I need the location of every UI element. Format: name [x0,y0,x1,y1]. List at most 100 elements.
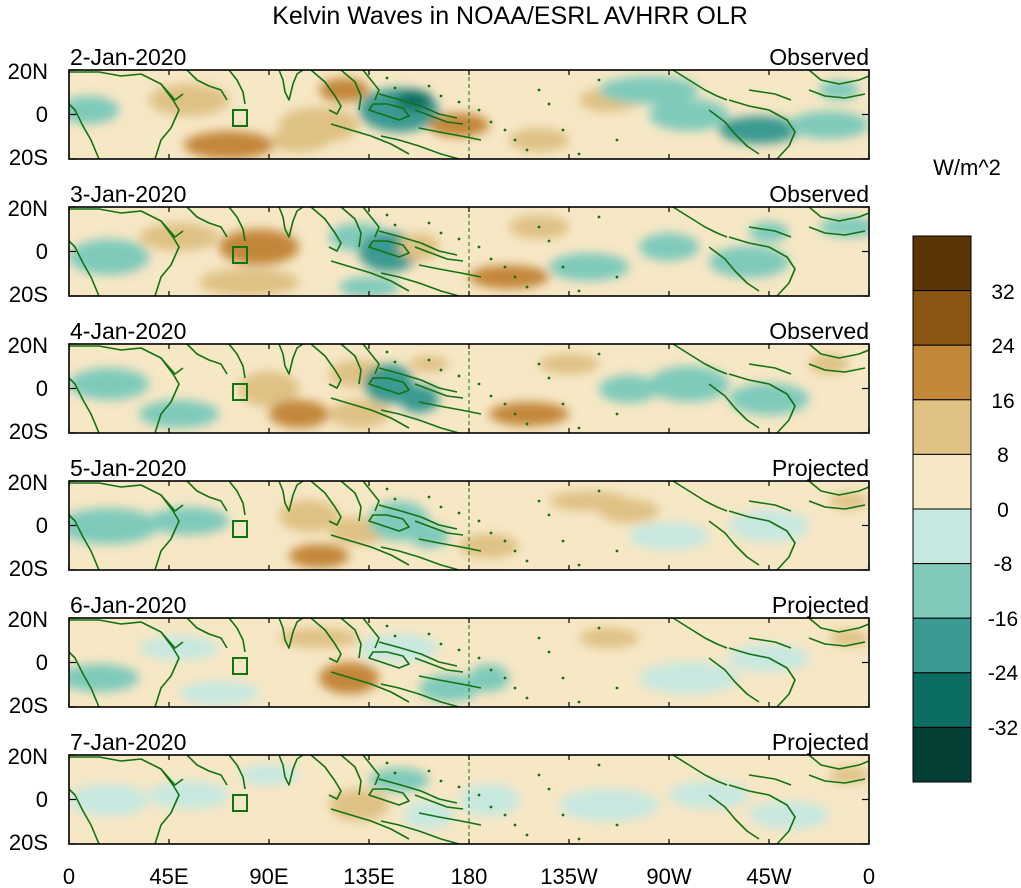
coastline-segment [418,675,482,689]
longitude-axis: 0 45E 90E 135E 180 135W 90W 45W 0 [63,864,875,888]
island-dot [525,285,529,289]
panel-date-label: 4-Jan-2020 [70,318,186,344]
anomaly-blob [279,628,359,648]
coastline-segment [186,618,228,649]
coastlines [69,755,869,844]
island-dot [489,120,493,124]
island-dot [385,487,389,491]
olr-anomaly-field [69,215,869,296]
anomaly-blob [559,789,659,821]
coastline-segment [310,207,342,252]
panel-date-label: 3-Jan-2020 [70,181,186,207]
coastline-segment [808,226,866,236]
coastline-segment [808,70,869,85]
panel-status-label: Projected [772,729,869,755]
panel-date-label: 6-Jan-2020 [70,592,186,618]
coastline-segment [160,357,184,375]
coastline-segment [748,363,792,375]
anomaly-blob [149,781,229,809]
island-dot [577,152,581,156]
colorbar-tick-m16: -16 [988,608,1018,631]
anomaly-blob [184,131,274,159]
anomaly-blob [69,239,149,275]
coastline-segment [330,397,410,429]
anomaly-blob [459,784,519,816]
panel-status-label: Projected [772,455,869,481]
anomaly-blob [639,662,739,694]
coastline-segment [69,788,100,844]
olr-anomaly-field [69,491,869,568]
island-dot [439,505,443,509]
coastline-segment [278,344,304,375]
island-dot [503,128,507,132]
coastlines [69,481,869,570]
colorbar-tick-m32: -32 [988,717,1018,740]
island-dot [457,100,461,104]
island-dot [439,368,443,372]
lat-tick-equator: 0 [36,102,48,127]
colorbar-bin [912,726,972,783]
island-dot [547,787,551,791]
coastlines [69,344,869,433]
coastline-segment [378,641,458,667]
island-dot [537,773,541,777]
coastline-segment [418,127,482,141]
island-dot [385,213,389,217]
coastline-segment [310,70,342,115]
anomaly-blob [809,354,849,374]
colorbar-bin [912,508,972,565]
lat-tick-north: 20N [8,470,48,495]
axis-ticks [68,480,870,571]
reference-box [232,794,248,812]
island-dot [489,805,493,809]
island-dot [537,499,541,503]
coastline-segment [418,538,482,552]
island-dot [393,86,397,90]
coastline-segment [708,794,760,840]
island-dot [525,422,529,426]
coastline-segment [362,755,380,786]
coastlines [69,618,869,707]
island-dot [457,374,461,378]
island-dot [577,700,581,704]
coastline-segment [378,367,458,393]
coastline-segment [748,637,792,649]
anomaly-blob [269,400,329,428]
coastline-segment [278,618,304,649]
coastline-segment [414,109,464,125]
coastline-segment [808,755,869,770]
island-dot [615,686,619,690]
anomaly-blob [219,229,299,265]
coastline-segment [672,618,728,649]
anomaly-blob [599,375,659,403]
coastline-segment [186,70,228,101]
island-dot [597,489,601,493]
island-dot [513,275,517,279]
lat-tick-north: 20N [8,59,48,84]
island-dot [393,634,397,638]
coastline-segment [340,344,362,385]
panel-status-label: Observed [769,44,869,70]
panel-date-label: 7-Jan-2020 [70,729,186,755]
island-dot [489,394,493,398]
anomaly-blob [369,768,429,792]
lat-tick-equator: 0 [36,787,48,812]
coastline-segment [418,812,482,826]
coastline-segment [418,401,482,415]
island-dot [457,785,461,789]
island-dot [597,215,601,219]
coastline-segment [672,207,728,238]
anomaly-blob [139,636,219,660]
island-dot [547,513,551,517]
coastline-segment [368,240,410,258]
coastline-segment [228,481,246,516]
colorbar-tick-m8: -8 [994,553,1013,576]
lat-tick-equator: 0 [36,376,48,401]
anomaly-blob [199,268,299,296]
reference-box [232,383,248,401]
anomaly-blob [579,628,639,648]
island-dot [577,563,581,567]
coastline-segment [186,344,228,375]
anomaly-blob [69,508,159,544]
coastline-segment [748,89,792,101]
